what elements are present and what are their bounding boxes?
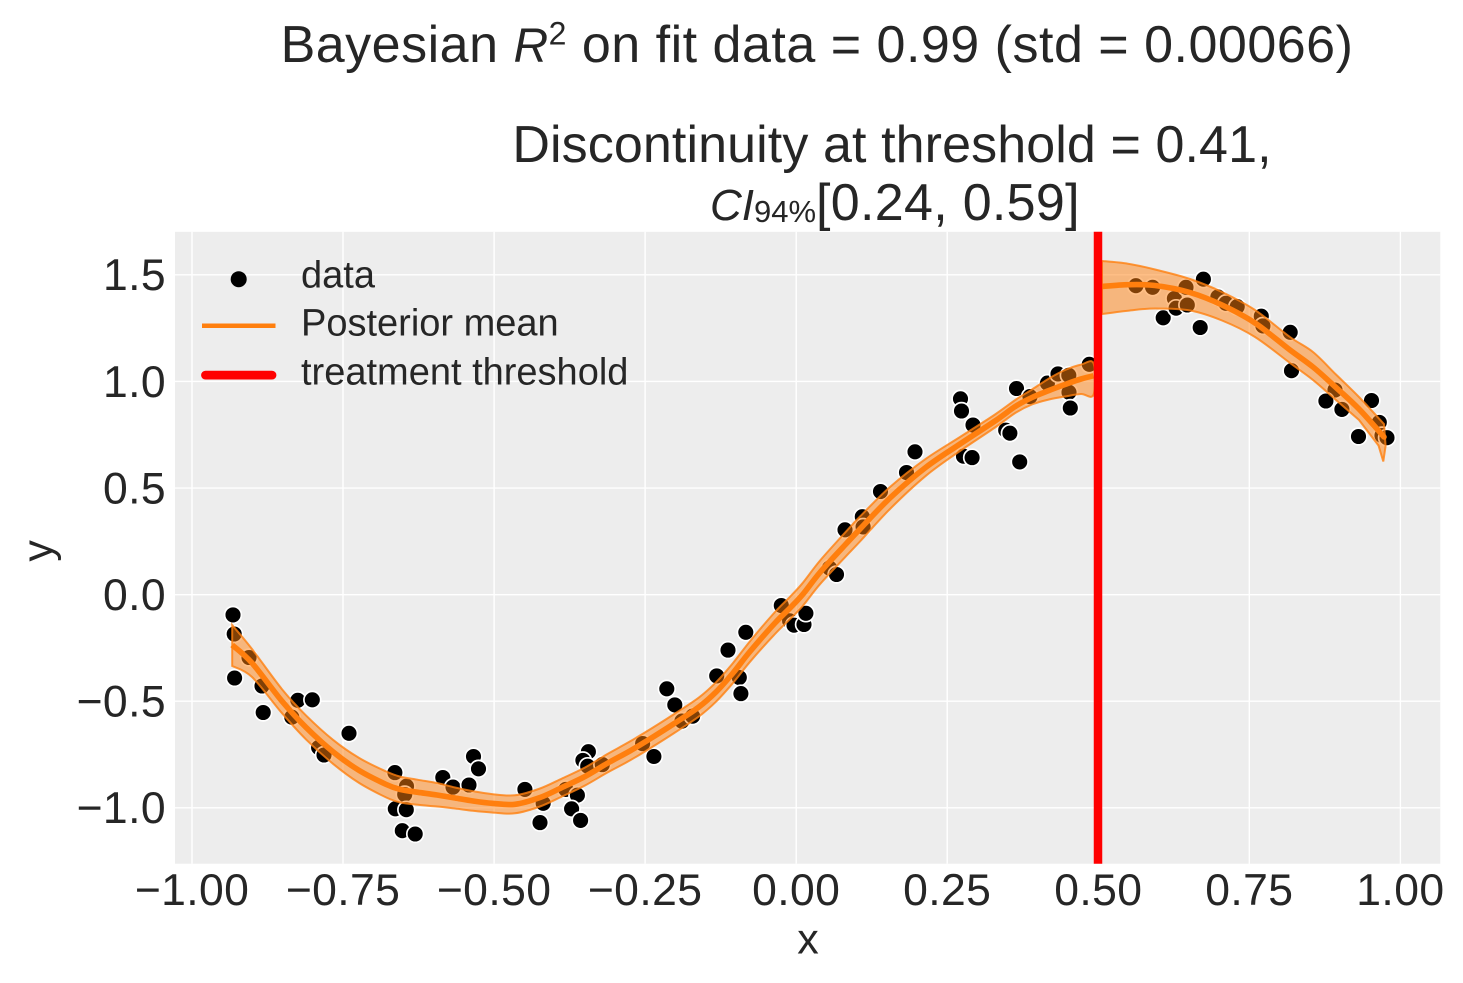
svg-text:Bayesian R2 on fit data = 0.99: Bayesian R2 on fit data = 0.99 (std = 0.… [281, 15, 1354, 74]
svg-text:0.25: 0.25 [903, 866, 991, 915]
svg-text:−0.75: −0.75 [286, 866, 401, 915]
svg-text:0.75: 0.75 [1205, 866, 1293, 915]
svg-text:data: data [301, 255, 376, 297]
svg-text:−0.50: −0.50 [437, 866, 552, 915]
svg-text:−1.0: −1.0 [77, 784, 166, 833]
svg-text:Discontinuity at threshold = 0: Discontinuity at threshold = 0.41, [512, 116, 1271, 174]
svg-text:0.00: 0.00 [752, 866, 840, 915]
svg-text:−0.5: −0.5 [77, 678, 166, 727]
svg-text:0.50: 0.50 [1054, 866, 1142, 915]
svg-text:1.5: 1.5 [103, 251, 166, 300]
svg-text:Posterior mean: Posterior mean [301, 303, 559, 345]
svg-text:y: y [14, 540, 62, 562]
svg-text:0.5: 0.5 [103, 465, 166, 514]
svg-text:1.00: 1.00 [1356, 866, 1444, 915]
svg-text:1.0: 1.0 [103, 358, 166, 407]
svg-text:treatment threshold: treatment threshold [301, 352, 628, 394]
svg-text:−1.00: −1.00 [135, 866, 250, 915]
svg-text:0.0: 0.0 [103, 571, 166, 620]
svg-text:−0.25: −0.25 [588, 866, 703, 915]
svg-text:CI94%[0.24, 0.59]: CI94%[0.24, 0.59] [710, 174, 1080, 232]
svg-text:x: x [797, 916, 819, 964]
